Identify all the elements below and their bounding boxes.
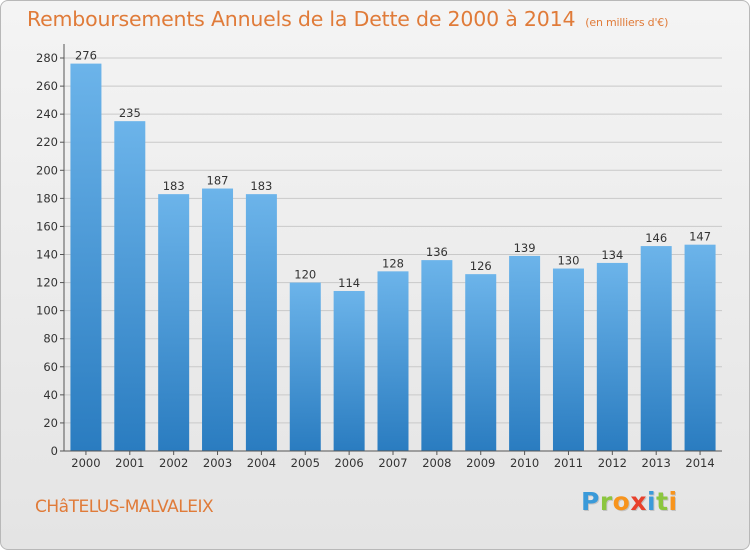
bar [421,260,453,451]
data-label: 187 [207,174,229,188]
y-tick-label: 80 [43,332,58,346]
x-tick-label: 2009 [466,456,495,470]
y-tick-label: 200 [36,163,58,177]
bar [289,282,321,451]
x-tick-label: 2010 [510,456,539,470]
y-tick-label: 180 [36,191,58,205]
bar [114,121,146,452]
commune-name: CHâTELUS-MALVALEIX [35,497,214,517]
y-tick-label: 240 [36,107,58,121]
y-tick-label: 220 [36,135,58,149]
data-label: 139 [514,241,536,255]
bar [377,271,409,451]
data-label: 146 [645,231,667,245]
bar [202,188,234,451]
data-labels: 276 235 183 187 183 120 114 128 136 126 139 130 134 1… [75,49,711,290]
x-tick-label: 2000 [71,456,100,470]
data-label: 120 [294,268,316,282]
x-tick-label: 2008 [422,456,451,470]
data-label: 276 [75,49,97,63]
bar [465,274,497,451]
x-tick-label: 2004 [247,456,276,470]
bars [70,63,716,452]
data-label: 126 [470,259,492,273]
y-tick-label: 20 [43,416,58,430]
y-tick-label: 40 [43,388,58,402]
bar [333,290,365,451]
data-label: 128 [382,256,404,270]
y-tick-label: 100 [36,304,58,318]
bar [552,268,584,451]
y-tick-label: 160 [36,219,58,233]
y-tick-label: 120 [36,276,58,290]
bar [245,194,277,451]
x-tick-label: 2014 [685,456,714,470]
y-axis-ticks: 0 20 40 60 80 100 120 140 160 180 200 220 240 260 280 [36,51,64,458]
proxiti-logo: Proxiti [581,487,678,516]
y-tick-label: 0 [51,444,58,458]
y-tick-label: 260 [36,79,58,93]
x-tick-label: 2007 [378,456,407,470]
bar [158,194,190,451]
x-tick-label: 2005 [291,456,320,470]
x-tick-label: 2003 [203,456,232,470]
data-label: 147 [689,230,711,244]
data-label: 183 [163,179,185,193]
data-label: 134 [601,248,623,262]
y-tick-label: 140 [36,248,58,262]
data-label: 130 [557,254,579,268]
x-tick-label: 2001 [115,456,144,470]
data-label: 136 [426,245,448,259]
bar [70,63,102,451]
x-tick-label: 2013 [642,456,671,470]
unit-label: (en milliers d'€) [585,16,669,29]
bar [509,255,541,451]
y-tick-label: 60 [43,360,58,374]
x-tick-label: 2012 [598,456,627,470]
bar [640,246,672,451]
x-tick-label: 2006 [334,456,363,470]
bar [596,262,628,451]
x-tick-label: 2002 [159,456,188,470]
title-text: Remboursements Annuels de la Dette de 20… [27,7,576,31]
data-label: 235 [119,106,141,120]
bar [684,244,716,451]
chart-title: Remboursements Annuels de la Dette de 20… [27,7,668,31]
data-label: 114 [338,276,360,290]
data-label: 183 [250,179,272,193]
y-tick-label: 280 [36,51,58,65]
x-axis-ticks: 2000 2001 2002 2003 2004 2005 2006 2007 2008 2009… [71,451,715,470]
x-tick-label: 2011 [554,456,583,470]
